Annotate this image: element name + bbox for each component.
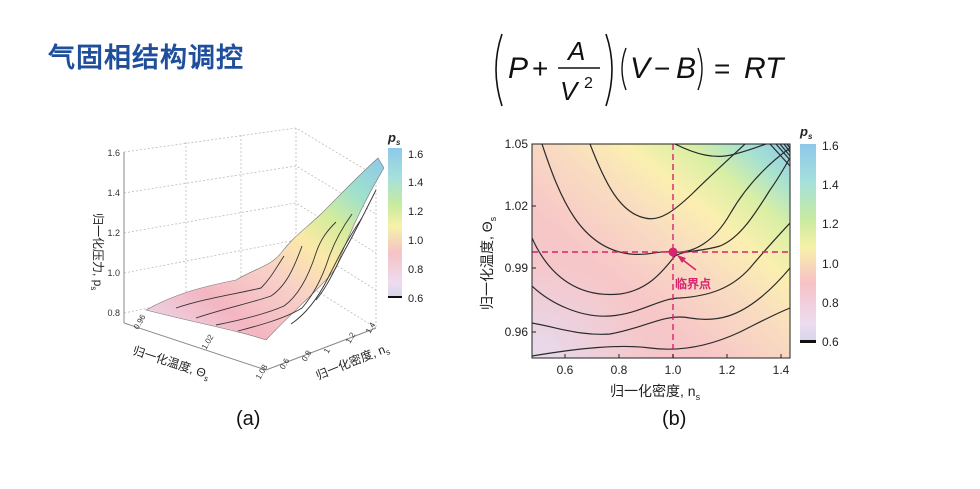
a-density-tick: 1 bbox=[322, 346, 332, 355]
eq-P: P bbox=[508, 52, 528, 85]
a-z-tick: 1.2 bbox=[107, 228, 120, 238]
eq-plus: + bbox=[532, 53, 548, 84]
b-colorbar-label: ps bbox=[799, 124, 813, 141]
eq-V2-exp: 2 bbox=[584, 75, 593, 92]
a-density-tick: 1.2 bbox=[344, 330, 358, 345]
a-temp-tick: 1.02 bbox=[200, 333, 216, 351]
b-cbar-tick: 1.0 bbox=[822, 257, 839, 271]
a-density-tick: 0.8 bbox=[300, 348, 314, 363]
b-cbar-tick: 1.2 bbox=[822, 217, 839, 231]
a-density-axis-label: 归一化密度, ns bbox=[314, 340, 392, 385]
a-cbar-tick: 0.6 bbox=[408, 293, 423, 305]
eq-A: A bbox=[566, 36, 585, 66]
b-x-tick: 0.8 bbox=[611, 363, 628, 377]
vdw-equation: P + A V 2 V − B = RT bbox=[495, 33, 786, 107]
b-y-axis-label: 归一化温度, Θs bbox=[479, 216, 498, 310]
a-cbar-tick: 1.0 bbox=[408, 235, 423, 247]
b-x-axis-label: 归一化密度, ns bbox=[610, 383, 701, 402]
a-z-tick: 1.6 bbox=[107, 148, 120, 158]
a-temp-axis-label: 归一化温度, Θs bbox=[130, 343, 211, 384]
a-density-tick: 0.6 bbox=[278, 356, 292, 371]
b-cbar-tick: 1.6 bbox=[822, 139, 839, 153]
slide-title: 气固相结构调控 bbox=[48, 43, 244, 74]
a-cbar-tick: 1.6 bbox=[408, 149, 423, 161]
a-density-tick: 1.4 bbox=[364, 320, 378, 335]
b-cbar-tick: 1.4 bbox=[822, 178, 839, 192]
b-y-tick: 1.02 bbox=[505, 199, 529, 213]
eq-RT: RT bbox=[744, 52, 786, 85]
b-cbar-tick: 0.6 bbox=[822, 335, 839, 349]
a-cbar-tick: 1.4 bbox=[408, 177, 423, 189]
figure-a-3d-surface: 1.6 1.4 1.2 1.0 0.8 归一化压力, ps 0.96 1.02 … bbox=[89, 127, 423, 385]
figure-b-contour-map: 临界点 0.6 0.8 1.0 1.2 1.4 1.05 1.02 0.99 0… bbox=[479, 124, 839, 402]
critical-point-label: 临界点 bbox=[675, 276, 711, 291]
pressure-surface bbox=[145, 157, 385, 341]
a-z-axis-label: 归一化压力, ps bbox=[89, 213, 105, 290]
b-y-tick: 0.99 bbox=[505, 261, 529, 275]
eq-B: B bbox=[676, 52, 696, 85]
b-x-tick: 1.4 bbox=[773, 363, 790, 377]
eq-equals: = bbox=[714, 53, 730, 84]
b-y-tick: 1.05 bbox=[505, 137, 529, 151]
a-z-tick: 1.0 bbox=[107, 268, 120, 278]
a-temp-tick: 0.96 bbox=[132, 313, 148, 331]
a-cbar-tick: 1.2 bbox=[408, 206, 423, 218]
b-cbar-tick: 0.8 bbox=[822, 296, 839, 310]
a-colorbar-label: ps bbox=[387, 130, 401, 147]
figure-b-caption: (b) bbox=[662, 408, 687, 430]
b-colorbar bbox=[800, 144, 816, 342]
a-cbar-tick: 0.8 bbox=[408, 264, 423, 276]
eq-V: V bbox=[630, 52, 653, 85]
a-colorbar bbox=[388, 148, 402, 298]
a-z-tick: 0.8 bbox=[107, 308, 120, 318]
critical-point-marker bbox=[668, 247, 678, 257]
b-x-tick: 0.6 bbox=[557, 363, 574, 377]
b-y-tick: 0.96 bbox=[505, 325, 529, 339]
eq-minus: − bbox=[654, 53, 670, 84]
b-x-tick: 1.2 bbox=[719, 363, 736, 377]
eq-V2-base: V bbox=[560, 76, 580, 106]
a-temp-tick: 1.08 bbox=[254, 363, 270, 381]
b-x-tick: 1.0 bbox=[665, 363, 682, 377]
a-z-tick: 1.4 bbox=[107, 188, 120, 198]
figure-a-caption: (a) bbox=[236, 408, 261, 430]
